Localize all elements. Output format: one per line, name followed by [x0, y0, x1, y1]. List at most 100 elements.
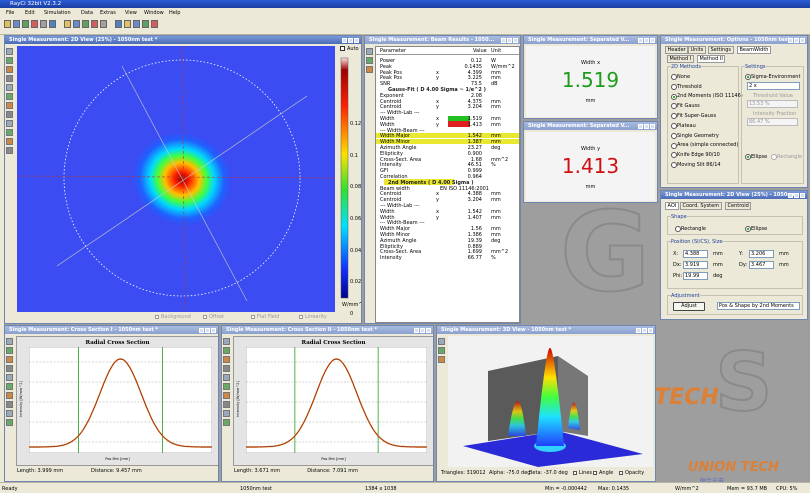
menu-item[interactable]: Window	[144, 9, 164, 16]
tool-icon[interactable]	[223, 383, 230, 390]
toolbar-button[interactable]	[91, 20, 98, 28]
checkbox[interactable]	[619, 471, 623, 475]
radio[interactable]	[671, 152, 677, 159]
tab[interactable]: BeamWidth	[737, 46, 771, 54]
window-button[interactable]	[800, 192, 805, 198]
option-checkbox[interactable]	[299, 315, 303, 319]
window-button[interactable]	[638, 37, 643, 43]
radio[interactable]	[671, 142, 677, 149]
toolbar-button[interactable]	[64, 20, 71, 28]
toolbar-button[interactable]	[124, 20, 131, 28]
radio[interactable]	[671, 162, 677, 169]
tool-icon[interactable]	[6, 93, 13, 100]
subtab[interactable]: Method I	[667, 55, 694, 63]
radio[interactable]	[745, 74, 751, 80]
toolbar-button[interactable]	[151, 20, 158, 28]
field-input[interactable]: 4.388	[683, 250, 708, 258]
subtab[interactable]: Method II	[697, 55, 726, 63]
tool-icon[interactable]	[6, 392, 13, 399]
toolbar-button[interactable]	[4, 20, 11, 28]
checkbox[interactable]	[593, 471, 597, 475]
tool-icon[interactable]	[223, 410, 230, 417]
tab[interactable]: AOI	[665, 202, 679, 210]
tool-icon[interactable]	[6, 365, 13, 372]
tab[interactable]: Settings	[708, 46, 734, 54]
tool-icon[interactable]	[223, 365, 230, 372]
window-button[interactable]	[650, 123, 655, 129]
tool-icon[interactable]	[6, 48, 13, 55]
menu-item[interactable]: File	[6, 9, 15, 16]
radio[interactable]	[671, 93, 677, 100]
tool-icon[interactable]	[6, 410, 13, 417]
tool-icon[interactable]	[223, 419, 230, 426]
checkbox[interactable]	[573, 471, 577, 475]
tool-icon[interactable]	[6, 120, 13, 127]
window-button[interactable]	[420, 327, 425, 333]
window-button[interactable]	[501, 37, 506, 43]
radio[interactable]	[671, 83, 677, 90]
window-button[interactable]	[513, 37, 518, 43]
window-button[interactable]	[648, 327, 653, 333]
radio[interactable]	[745, 154, 751, 160]
menu-item[interactable]: Extras	[100, 9, 116, 16]
menu-item[interactable]: Simulation	[44, 9, 71, 16]
toolbar-button[interactable]	[22, 20, 29, 28]
tool-icon[interactable]	[6, 383, 13, 390]
window-button[interactable]	[788, 192, 793, 198]
window-button[interactable]	[205, 327, 210, 333]
radio[interactable]	[745, 226, 751, 232]
radio[interactable]	[675, 226, 681, 232]
field-input[interactable]: 3.467	[749, 261, 774, 269]
tab[interactable]: Coord. System	[680, 202, 722, 210]
tool-icon[interactable]	[6, 129, 13, 136]
tool-icon[interactable]	[6, 66, 13, 73]
tool-icon[interactable]	[6, 347, 13, 354]
tool-icon[interactable]	[223, 338, 230, 345]
toolbar-button[interactable]	[82, 20, 89, 28]
menu-item[interactable]: Help	[169, 9, 181, 16]
tool-icon[interactable]	[438, 338, 445, 345]
radio[interactable]	[671, 103, 677, 110]
window-button[interactable]	[426, 327, 431, 333]
menu-item[interactable]: View	[125, 9, 137, 16]
tool-icon[interactable]	[366, 57, 373, 64]
adjust-button[interactable]: Adjust	[673, 302, 705, 311]
radio[interactable]	[671, 74, 677, 80]
tool-icon[interactable]	[6, 147, 13, 154]
radio[interactable]	[671, 132, 677, 139]
window-button[interactable]	[794, 192, 799, 198]
window-button[interactable]	[414, 327, 419, 333]
tool-icon[interactable]	[223, 347, 230, 354]
tool-icon[interactable]	[6, 102, 13, 109]
tool-icon[interactable]	[223, 374, 230, 381]
tool-icon[interactable]	[366, 66, 373, 73]
tool-icon[interactable]	[6, 401, 13, 408]
window-button[interactable]	[199, 327, 204, 333]
window-button[interactable]	[650, 37, 655, 43]
menu-item[interactable]: Data	[81, 9, 93, 16]
toolbar-button[interactable]	[13, 20, 20, 28]
auto-checkbox[interactable]	[340, 46, 345, 51]
tab[interactable]: Header	[665, 46, 689, 54]
window-button[interactable]	[211, 327, 216, 333]
adjust-dropdown[interactable]: Pos & Shape by 2nd Moments	[717, 302, 800, 310]
option-checkbox[interactable]	[203, 315, 207, 319]
toolbar-button[interactable]	[73, 20, 80, 28]
tool-icon[interactable]	[6, 374, 13, 381]
window-button[interactable]	[644, 37, 649, 43]
menu-item[interactable]: Edit	[25, 9, 35, 16]
tool-icon[interactable]	[6, 84, 13, 91]
field-input[interactable]: 19.99	[683, 272, 708, 280]
window-button[interactable]	[794, 37, 799, 43]
tab[interactable]: Centroid	[725, 202, 752, 210]
radio[interactable]	[671, 123, 677, 129]
tool-icon[interactable]	[223, 356, 230, 363]
tool-icon[interactable]	[223, 392, 230, 399]
toolbar-button[interactable]	[142, 20, 149, 28]
window-button[interactable]	[642, 327, 647, 333]
window-button[interactable]	[800, 37, 805, 43]
window-button[interactable]	[354, 37, 359, 43]
tool-icon[interactable]	[6, 138, 13, 145]
field-input[interactable]: 3.919	[683, 261, 708, 269]
window-button[interactable]	[507, 37, 512, 43]
